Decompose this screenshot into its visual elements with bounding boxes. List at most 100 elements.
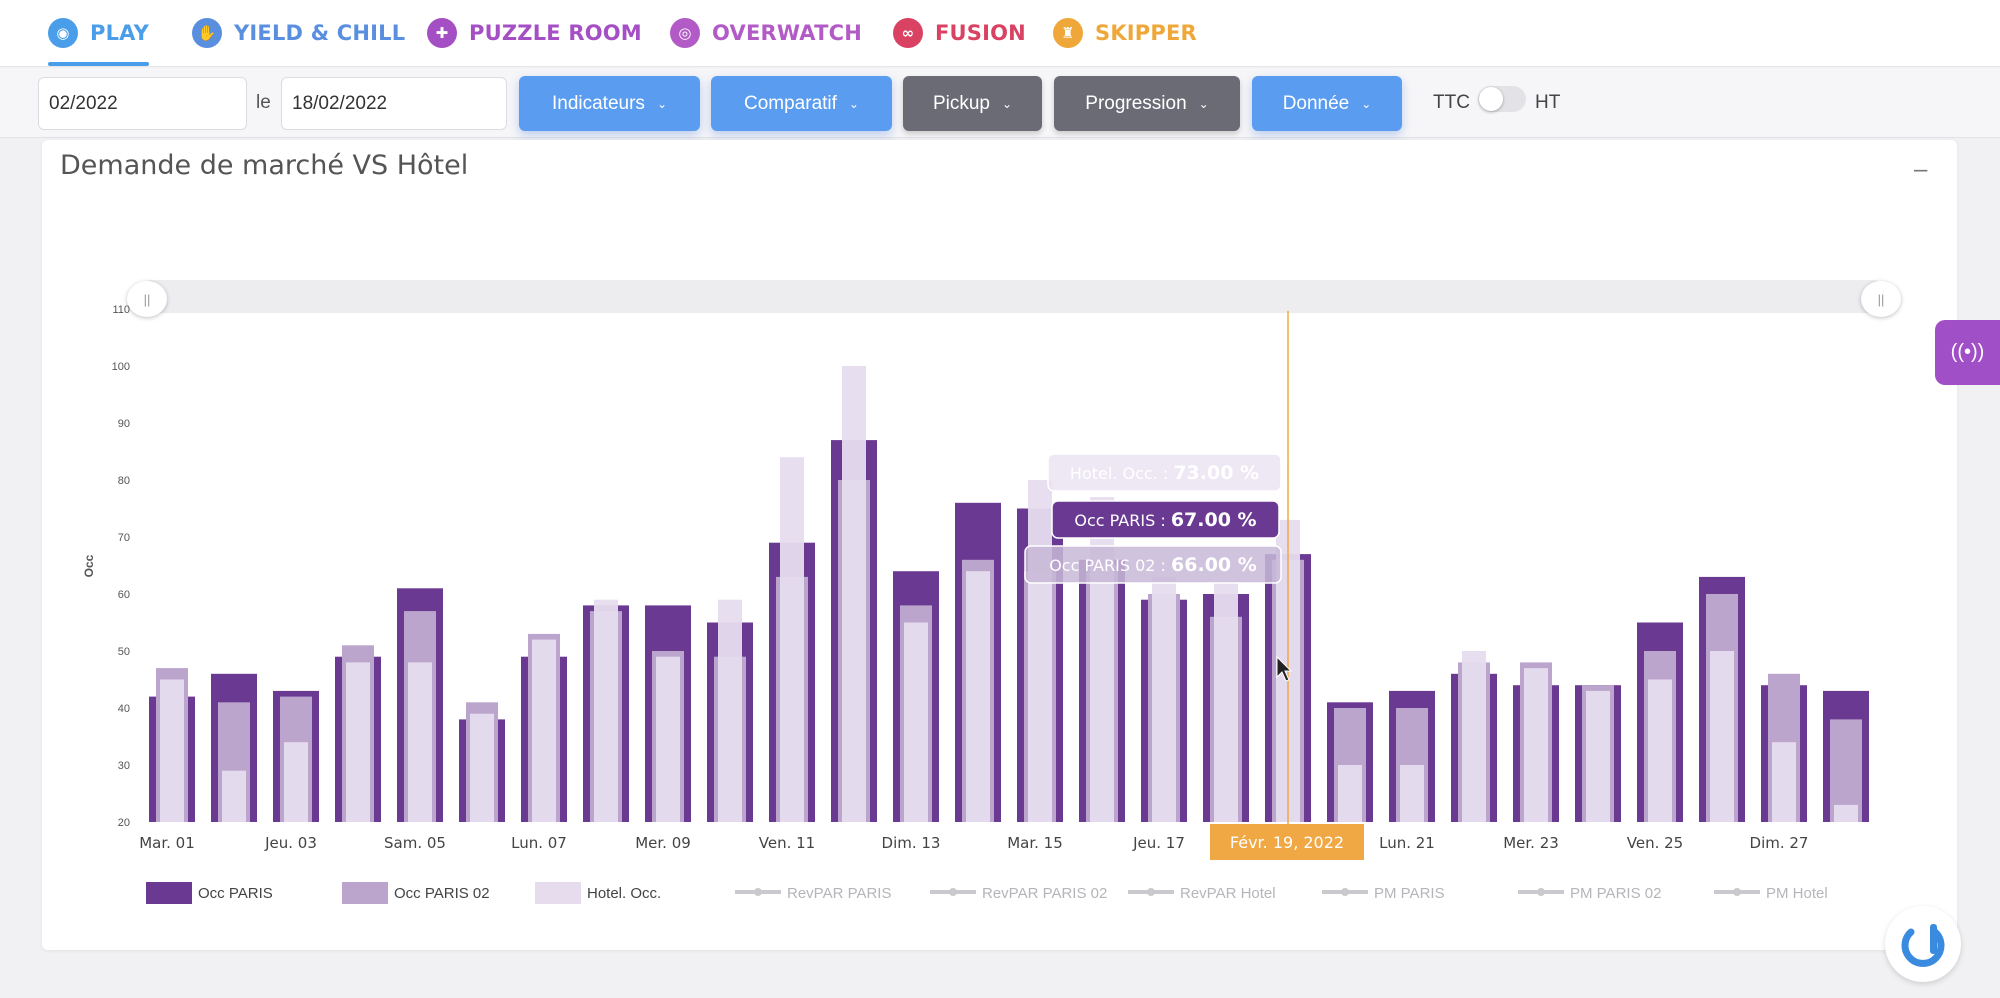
chevron-down-icon: ⌄ xyxy=(1001,96,1013,111)
legend-label: Occ PARIS xyxy=(198,885,273,902)
x-tick-label: Sam. 05 xyxy=(384,834,446,852)
chess-icon: ♜ xyxy=(1053,18,1083,48)
tab-fusion[interactable]: ∞ FUSION xyxy=(893,0,1026,66)
legend-marker xyxy=(1733,888,1741,896)
bar-hotel-occ xyxy=(470,713,494,822)
bar-hotel-occ xyxy=(1710,651,1734,822)
collapse-button[interactable]: – xyxy=(1914,156,1928,183)
bar-hotel-occ xyxy=(966,571,990,822)
tooltip-value: 67.00 % xyxy=(1171,509,1257,531)
bar-hotel-occ xyxy=(1648,679,1672,822)
range-slider-left-handle[interactable]: || xyxy=(127,281,167,317)
bar-hotel-occ xyxy=(656,656,680,822)
mouse-cursor-icon xyxy=(1276,655,1293,682)
tooltip-box xyxy=(1047,453,1282,492)
x-tick-label: Lun. 21 xyxy=(1379,834,1435,852)
y-tick-label: 90 xyxy=(118,418,130,430)
tooltip-box xyxy=(1024,545,1282,584)
date-from-input[interactable]: 02/2022 xyxy=(38,77,247,130)
puzzle-icon: ✚ xyxy=(427,18,457,48)
pickup-dropdown[interactable]: Pickup ⌄ xyxy=(903,76,1042,131)
legend-swatch xyxy=(146,882,192,904)
tab-label: PLAY xyxy=(90,21,150,45)
y-tick-label: 80 xyxy=(118,475,130,487)
top-navigation: ◉ PLAY ✋ YIELD & CHILL ✚ PUZZLE ROOM ◎ O… xyxy=(0,0,2000,67)
x-tick-label: Mar. 01 xyxy=(139,834,195,852)
button-label: Indicateurs xyxy=(551,92,645,114)
fusion-icon: ∞ xyxy=(893,18,923,48)
chevron-down-icon: ⌄ xyxy=(1361,96,1372,111)
y-tick-label: 100 xyxy=(112,361,130,373)
highlighted-date-badge xyxy=(1210,824,1364,860)
legend-marker xyxy=(1341,888,1349,896)
bar-hotel-occ xyxy=(780,457,804,822)
x-tick-label: Ven. 11 xyxy=(759,834,815,852)
tab-overwatch[interactable]: ◎ OVERWATCH xyxy=(670,0,862,66)
x-tick-label: Dim. 13 xyxy=(882,834,941,852)
power-logo-icon xyxy=(1901,924,1945,967)
y-tick-label: 110 xyxy=(112,304,130,316)
tooltip-text: Occ PARIS : 67.00 % xyxy=(1074,509,1256,531)
legend-label: RevPAR Hotel xyxy=(1180,885,1276,902)
bar-hotel-occ xyxy=(1772,742,1796,822)
date-to-input[interactable]: 18/02/2022 xyxy=(281,77,507,130)
legend-swatch xyxy=(535,882,581,904)
chevron-down-icon: ⌄ xyxy=(1198,96,1209,111)
range-slider-right-handle[interactable]: || xyxy=(1861,281,1901,317)
x-tick-label: Lun. 07 xyxy=(511,834,567,852)
legend-label: Occ PARIS 02 xyxy=(394,885,490,902)
tooltip-box xyxy=(1051,500,1280,539)
tab-yield-chill[interactable]: ✋ YIELD & CHILL xyxy=(192,0,405,66)
legend-marker xyxy=(1147,888,1155,896)
button-label: Pickup xyxy=(932,92,990,114)
bar-hotel-occ xyxy=(1152,576,1176,822)
ttc-label: TTC xyxy=(1433,92,1470,113)
bar-hotel-occ xyxy=(222,770,246,822)
x-tick-label: Mar. 15 xyxy=(1007,834,1063,852)
progression-dropdown[interactable]: Progression ⌄ xyxy=(1054,76,1240,131)
y-tick-label: 70 xyxy=(118,532,130,544)
bar-hotel-occ xyxy=(160,679,184,822)
bar-hotel-occ xyxy=(904,622,928,822)
tab-skipper[interactable]: ♜ SKIPPER xyxy=(1053,0,1197,66)
range-slider-track[interactable] xyxy=(145,280,1880,313)
y-tick-label: 30 xyxy=(118,760,130,772)
tooltip-text: Hotel. Occ. : 73.00 % xyxy=(1070,462,1259,484)
le-label: le xyxy=(256,92,271,113)
x-tick-label: Dim. 27 xyxy=(1750,834,1809,852)
legend-label: RevPAR PARIS xyxy=(787,885,891,902)
legend-label: RevPAR PARIS 02 xyxy=(982,885,1107,902)
card-title: Demande de marché VS Hôtel xyxy=(60,150,469,181)
bar-hotel-occ xyxy=(532,639,556,822)
filter-bar: 02/2022 le 18/02/2022 Indicateurs ⌄ Compa… xyxy=(0,68,2000,138)
bar-hotel-occ xyxy=(1586,690,1610,822)
bar-hotel-occ xyxy=(284,742,308,822)
donnee-dropdown[interactable]: Donnée ⌄ xyxy=(1252,76,1402,131)
tooltip-label: Occ PARIS : xyxy=(1074,511,1170,530)
x-tick-label: Mer. 23 xyxy=(1503,834,1559,852)
indicateurs-dropdown[interactable]: Indicateurs ⌄ xyxy=(519,76,700,131)
app-logo[interactable] xyxy=(1885,906,1961,982)
button-label: Donnée xyxy=(1282,92,1350,114)
legend-label: PM PARIS 02 xyxy=(1570,885,1661,902)
legend-marker xyxy=(754,888,762,896)
tab-puzzle-room[interactable]: ✚ PUZZLE ROOM xyxy=(427,0,642,66)
ttc-ht-toggle[interactable] xyxy=(1478,86,1526,112)
bar-hotel-occ xyxy=(842,366,866,822)
broadcast-widget-button[interactable]: ((•)) xyxy=(1935,320,2000,385)
tab-play[interactable]: ◉ PLAY xyxy=(48,0,150,66)
bar-hotel-occ xyxy=(408,662,432,822)
bar-hotel-occ xyxy=(346,662,370,822)
y-tick-label: 50 xyxy=(118,646,130,658)
tab-label: PUZZLE ROOM xyxy=(469,21,642,45)
bar-hotel-occ xyxy=(1400,765,1424,822)
bar-hotel-occ xyxy=(718,599,742,822)
legend-label: Hotel. Occ. xyxy=(587,885,661,902)
x-tick-label: Jeu. 17 xyxy=(1132,834,1185,852)
bar-hotel-occ xyxy=(1214,582,1238,822)
y-tick-label: 20 xyxy=(118,817,130,829)
tab-label: YIELD & CHILL xyxy=(234,21,406,45)
tooltip-label: Occ PARIS 02 : xyxy=(1049,556,1171,575)
comparatif-dropdown[interactable]: Comparatif ⌄ xyxy=(711,76,892,131)
